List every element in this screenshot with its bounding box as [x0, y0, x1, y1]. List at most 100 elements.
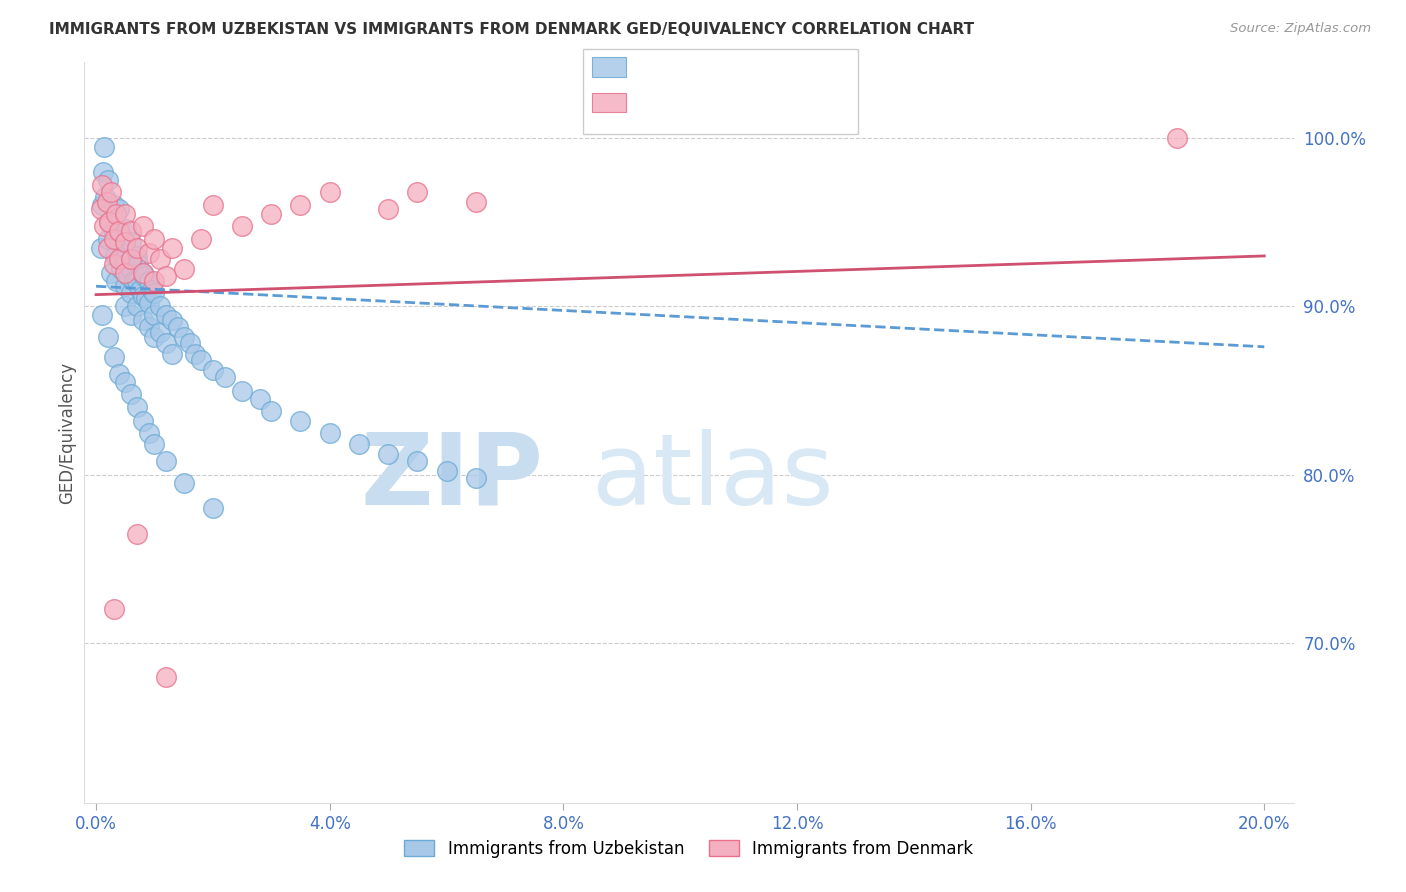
Point — [120, 387, 142, 401]
Point — [149, 325, 172, 339]
Point — [1166, 131, 1188, 145]
Point — [103, 602, 125, 616]
Point — [103, 224, 125, 238]
Text: Source: ZipAtlas.com: Source: ZipAtlas.com — [1230, 22, 1371, 36]
Point — [138, 274, 160, 288]
Point — [108, 252, 131, 267]
Text: IMMIGRANTS FROM UZBEKISTAN VS IMMIGRANTS FROM DENMARK GED/EQUIVALENCY CORRELATIO: IMMIGRANTS FROM UZBEKISTAN VS IMMIGRANTS… — [49, 22, 974, 37]
Point — [121, 252, 143, 267]
Point — [173, 262, 195, 277]
Point — [120, 285, 142, 300]
Point — [436, 464, 458, 478]
Point — [149, 300, 172, 314]
Point — [406, 454, 429, 468]
Point — [260, 207, 283, 221]
Point — [138, 319, 160, 334]
Point — [132, 266, 155, 280]
Point — [138, 296, 160, 310]
Point — [179, 336, 201, 351]
Text: R =: R = — [630, 94, 669, 112]
Point — [90, 308, 112, 322]
Point — [143, 232, 166, 246]
Point — [97, 173, 120, 187]
Y-axis label: GED/Equivalency: GED/Equivalency — [58, 361, 76, 504]
Point — [120, 235, 142, 250]
Point — [173, 329, 195, 343]
Point — [260, 403, 283, 417]
Point — [143, 308, 166, 322]
Point — [201, 363, 224, 377]
Point — [108, 224, 131, 238]
Point — [115, 222, 138, 236]
Point — [143, 329, 166, 343]
Point — [104, 249, 127, 263]
Point — [97, 215, 120, 229]
Point — [114, 207, 136, 221]
Point — [108, 224, 131, 238]
Point — [114, 300, 136, 314]
Point — [132, 313, 155, 327]
Point — [138, 425, 160, 440]
Point — [141, 283, 163, 297]
Point — [318, 185, 340, 199]
Point — [135, 291, 157, 305]
Text: 0.053: 0.053 — [665, 94, 728, 112]
Point — [97, 240, 120, 254]
Point — [105, 207, 128, 221]
Point — [155, 336, 177, 351]
Point — [347, 437, 370, 451]
Point — [105, 274, 128, 288]
Point — [114, 235, 136, 250]
Point — [103, 350, 125, 364]
Point — [114, 235, 136, 250]
Text: atlas: atlas — [592, 428, 834, 525]
Point — [201, 501, 224, 516]
Point — [103, 257, 125, 271]
Point — [93, 139, 115, 153]
Point — [155, 670, 177, 684]
Point — [120, 224, 142, 238]
Point — [132, 219, 155, 233]
Point — [120, 308, 142, 322]
Text: R =: R = — [630, 58, 669, 76]
Point — [160, 240, 183, 254]
Point — [90, 198, 112, 212]
Point — [125, 249, 148, 263]
Point — [160, 313, 183, 327]
Point — [94, 190, 117, 204]
Point — [114, 266, 136, 280]
Point — [143, 274, 166, 288]
Point — [90, 240, 112, 254]
Point — [318, 425, 340, 440]
Point — [103, 198, 125, 212]
Point — [132, 289, 155, 303]
Point — [377, 202, 399, 216]
Point — [231, 384, 253, 398]
Point — [160, 346, 183, 360]
Point — [173, 476, 195, 491]
Point — [108, 235, 131, 250]
Text: -0.031: -0.031 — [665, 58, 730, 76]
Point — [132, 266, 155, 280]
Point — [108, 367, 131, 381]
Point — [91, 165, 114, 179]
Point — [406, 185, 429, 199]
Point — [290, 414, 312, 428]
Point — [93, 219, 115, 233]
Point — [90, 202, 112, 216]
Point — [290, 198, 312, 212]
Point — [138, 245, 160, 260]
Point — [190, 232, 212, 246]
Point — [143, 285, 166, 300]
Legend: Immigrants from Uzbekistan, Immigrants from Denmark: Immigrants from Uzbekistan, Immigrants f… — [398, 833, 980, 865]
Point — [97, 329, 120, 343]
Point — [127, 257, 149, 271]
Point — [143, 437, 166, 451]
Point — [231, 219, 253, 233]
Point — [117, 269, 139, 284]
Text: 40: 40 — [770, 94, 796, 112]
Point — [214, 370, 236, 384]
Point — [90, 178, 112, 193]
Point — [111, 245, 134, 260]
Point — [103, 232, 125, 246]
